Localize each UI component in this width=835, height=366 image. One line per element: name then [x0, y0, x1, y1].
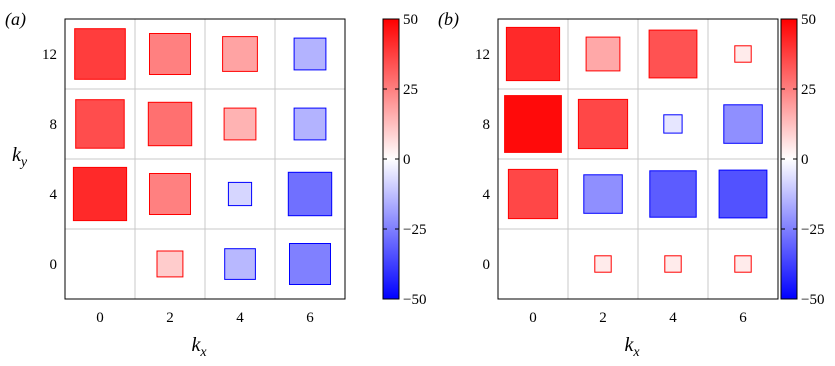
heatmap-cell [289, 243, 331, 285]
heatmap-cell [72, 166, 128, 222]
colorbar-a-tick-label: 50 [403, 12, 418, 28]
panel-a-x-tick: 4 [236, 310, 244, 326]
heatmap-cell [664, 255, 682, 273]
panel-b-cells [504, 26, 768, 273]
panel-b-x-tick: 4 [669, 310, 677, 326]
panel-a-x-axis-label: kx [191, 334, 207, 360]
colorbar-a-tick-label: −25 [403, 222, 426, 238]
heatmap-cell [663, 114, 683, 134]
heatmap-cell [74, 28, 126, 80]
panel-b-label: (b) [438, 9, 459, 30]
colorbar-b-tick-label: 50 [801, 12, 816, 28]
heatmap-cell [147, 101, 193, 147]
panel-b-y-tick: 0 [483, 257, 491, 273]
x-label-letter: k [191, 334, 201, 356]
heatmap-cell [222, 36, 258, 72]
heatmap-cell [734, 255, 752, 273]
heatmap-cell [594, 255, 612, 273]
heatmap-cell [648, 29, 698, 79]
colorbar-a-tick-label: 0 [403, 152, 411, 168]
panel-b-x-tick: 0 [529, 310, 537, 326]
panel-a-label: (a) [5, 9, 26, 30]
heatmap-cell [293, 107, 327, 141]
colorbar-b-tick-label: 0 [801, 152, 809, 168]
colorbar-b: 50 25 0 −25 −50 [780, 12, 824, 308]
heatmap-cell [227, 181, 253, 207]
panel-b-x-tick: 2 [599, 310, 607, 326]
colorbar-b-tick-label: −50 [801, 292, 824, 308]
heatmap-cell [723, 104, 763, 144]
panel-a-y-tick: 12 [42, 47, 57, 63]
colorbar-b-tick-label: −25 [801, 222, 824, 238]
panel-a-y-tick: 0 [50, 257, 58, 273]
heatmap-cell [507, 168, 559, 220]
heatmap-cell [149, 33, 191, 75]
panel-a-x-tick: 2 [166, 310, 174, 326]
panel-a-frame [64, 18, 346, 300]
panel-a-grid [65, 19, 345, 299]
heatmap-cell [224, 248, 256, 280]
x-label-subscript: x [632, 345, 640, 360]
colorbar-a: 50 25 0 −25 −50 [382, 12, 426, 308]
panel-a-y-ticks: 0 4 8 12 [42, 47, 58, 273]
heatmap-cell [156, 250, 184, 278]
colorbar-a-tick-label: −50 [403, 292, 426, 308]
colorbar-b-tick-marks [781, 18, 797, 300]
panel-a-y-tick: 4 [50, 187, 58, 203]
heatmap-cell [75, 99, 125, 149]
y-label-letter: k [12, 144, 22, 166]
panel-b-x-tick: 6 [739, 310, 747, 326]
panel-b-frame [497, 18, 779, 300]
panel-b-y-tick: 12 [475, 47, 490, 63]
heatmap-cell [585, 36, 621, 72]
panel-b-y-tick: 4 [483, 187, 491, 203]
colorbar-a-tick-label: 25 [403, 82, 418, 98]
panel-a-x-tick: 6 [306, 310, 314, 326]
x-label-letter: k [624, 334, 634, 356]
panel-b-y-ticks: 0 4 8 12 [475, 47, 491, 273]
heatmap-cell [504, 95, 562, 153]
panel-a-x-tick: 0 [96, 310, 104, 326]
panel-a-y-axis-label: ky [12, 144, 28, 170]
panel-b-x-axis-label: kx [624, 334, 640, 360]
colorbar-b-tick-label: 25 [801, 82, 816, 98]
panel-b-grid [498, 19, 778, 299]
panel-a-y-tick: 8 [50, 117, 58, 133]
colorbar-a-tick-marks [383, 18, 399, 300]
heatmap-cell [505, 26, 561, 82]
heatmap-cell [577, 98, 629, 150]
panel-a: 0 2 4 6 0 4 8 12 (a) ky kx [5, 9, 346, 360]
panel-b-y-tick: 8 [483, 117, 491, 133]
heatmap-cell [149, 173, 191, 215]
heatmap-cell [223, 107, 257, 141]
heatmap-cell [718, 169, 768, 219]
colorbar-a-labels: 50 25 0 −25 −50 [403, 12, 426, 308]
heatmap-cell [583, 174, 623, 214]
panel-a-cells [72, 28, 333, 285]
x-label-subscript: x [199, 345, 207, 360]
heatmap-cell [649, 170, 697, 218]
y-label-subscript: y [19, 155, 28, 170]
heatmap-cell [293, 37, 327, 71]
panel-b-x-ticks: 0 2 4 6 [529, 310, 747, 326]
colorbar-b-labels: 50 25 0 −25 −50 [801, 12, 824, 308]
heatmap-cell [734, 45, 752, 63]
heatmap-cell [287, 171, 333, 217]
panel-a-x-ticks: 0 2 4 6 [96, 310, 314, 326]
panel-b: 0 2 4 6 0 4 8 12 (b) kx [438, 9, 779, 360]
